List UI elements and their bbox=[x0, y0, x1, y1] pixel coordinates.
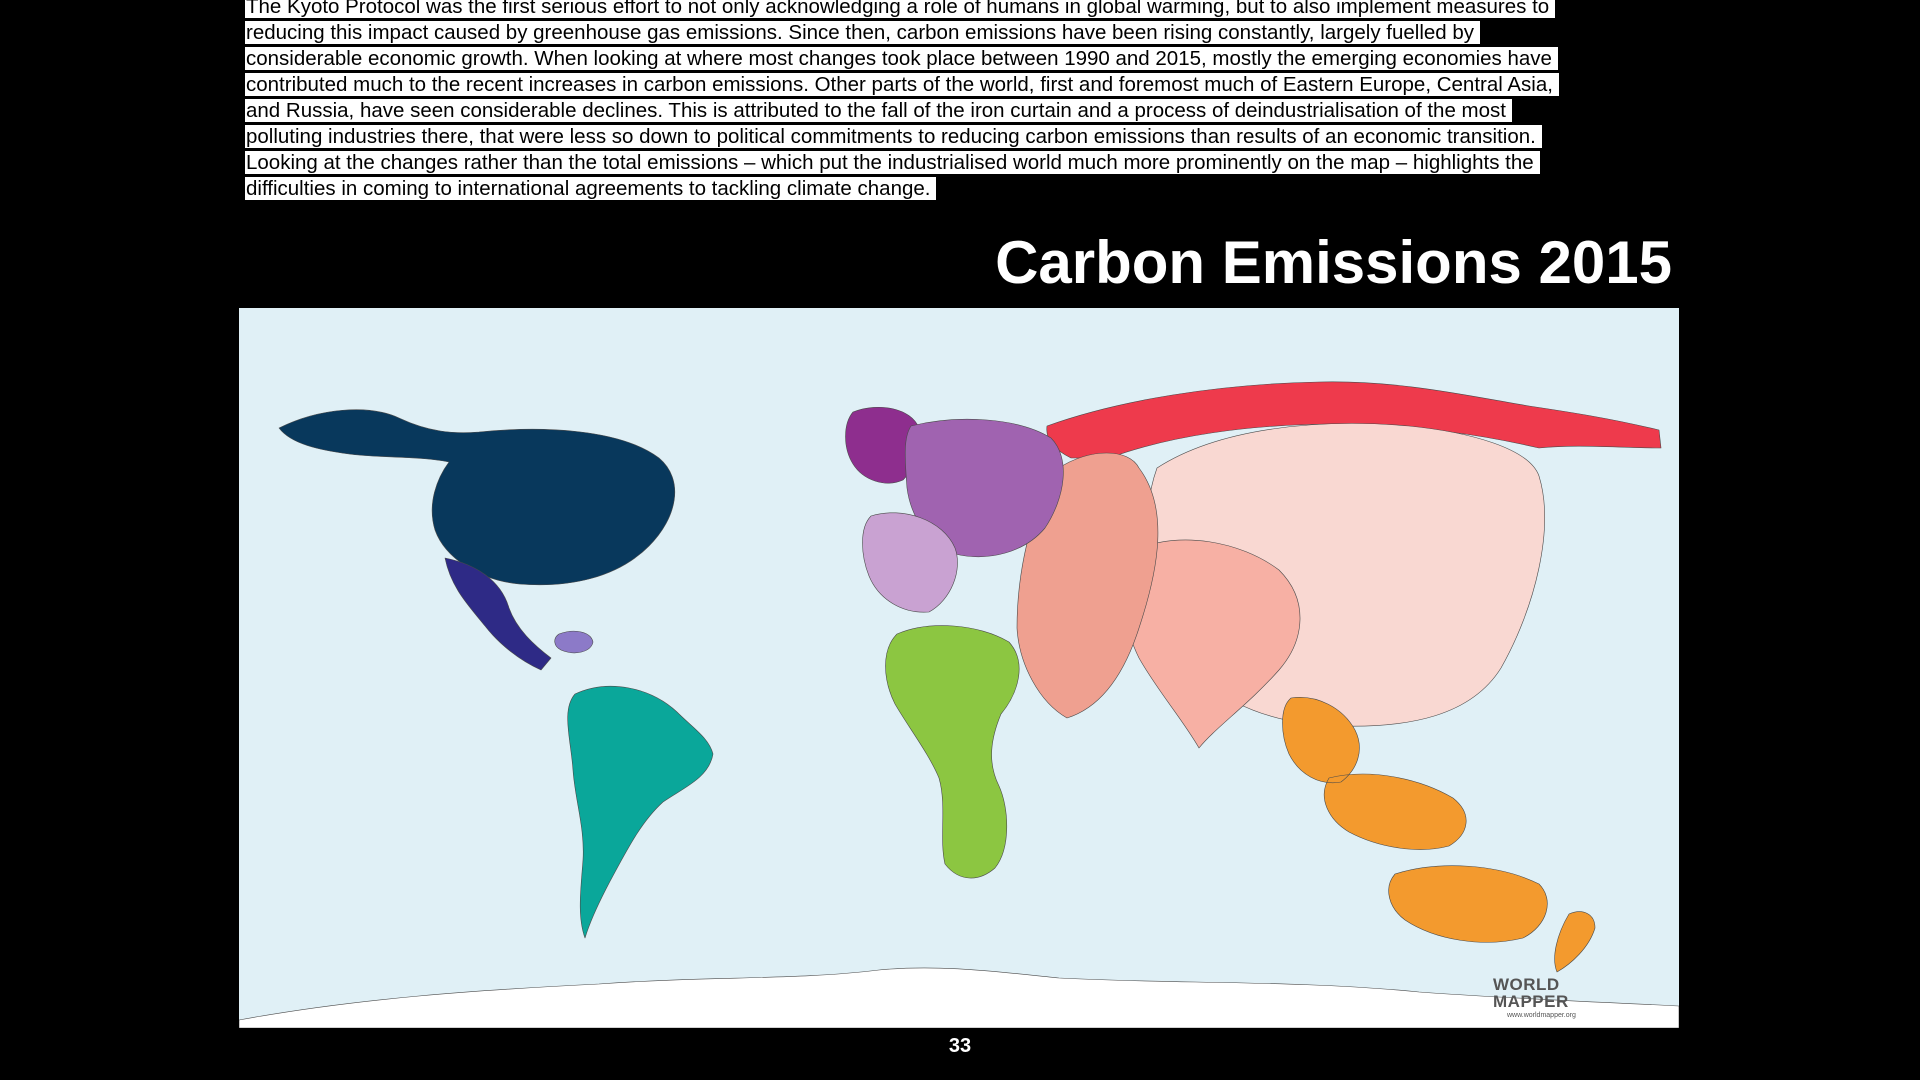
southeast-asia-oceania-region bbox=[1282, 697, 1596, 973]
north-africa-middle-east-region bbox=[1016, 452, 1159, 719]
antarctica-region bbox=[239, 967, 1679, 1028]
caribbean-region bbox=[554, 630, 594, 654]
north-america-region bbox=[278, 409, 675, 586]
logo-line-1: WORLD bbox=[1493, 975, 1560, 994]
body-text[interactable]: The Kyoto Protocol was the first serious… bbox=[245, 0, 1565, 202]
logo-line-2: MAPPER bbox=[1493, 992, 1569, 1011]
cartogram-map: WORLD MAPPER www.worldmapper.org bbox=[239, 308, 1679, 1028]
page-number: 33 bbox=[948, 1035, 972, 1057]
western-europe-region bbox=[845, 406, 922, 484]
south-america-region bbox=[567, 685, 714, 939]
europe-region bbox=[904, 418, 1064, 557]
cartogram-svg bbox=[239, 381, 1679, 1028]
logo-url: www.worldmapper.org bbox=[1507, 1012, 1576, 1019]
central-america-region bbox=[444, 557, 552, 671]
slide-title: Carbon Emissions 2015 bbox=[995, 229, 1672, 296]
southern-europe-region bbox=[862, 512, 958, 613]
sub-saharan-africa-region bbox=[885, 625, 1020, 879]
russia-region bbox=[1046, 381, 1662, 459]
selected-text: The Kyoto Protocol was the first serious… bbox=[245, 0, 1559, 200]
worldmapper-logo: WORLD MAPPER www.worldmapper.org bbox=[1493, 976, 1613, 1022]
